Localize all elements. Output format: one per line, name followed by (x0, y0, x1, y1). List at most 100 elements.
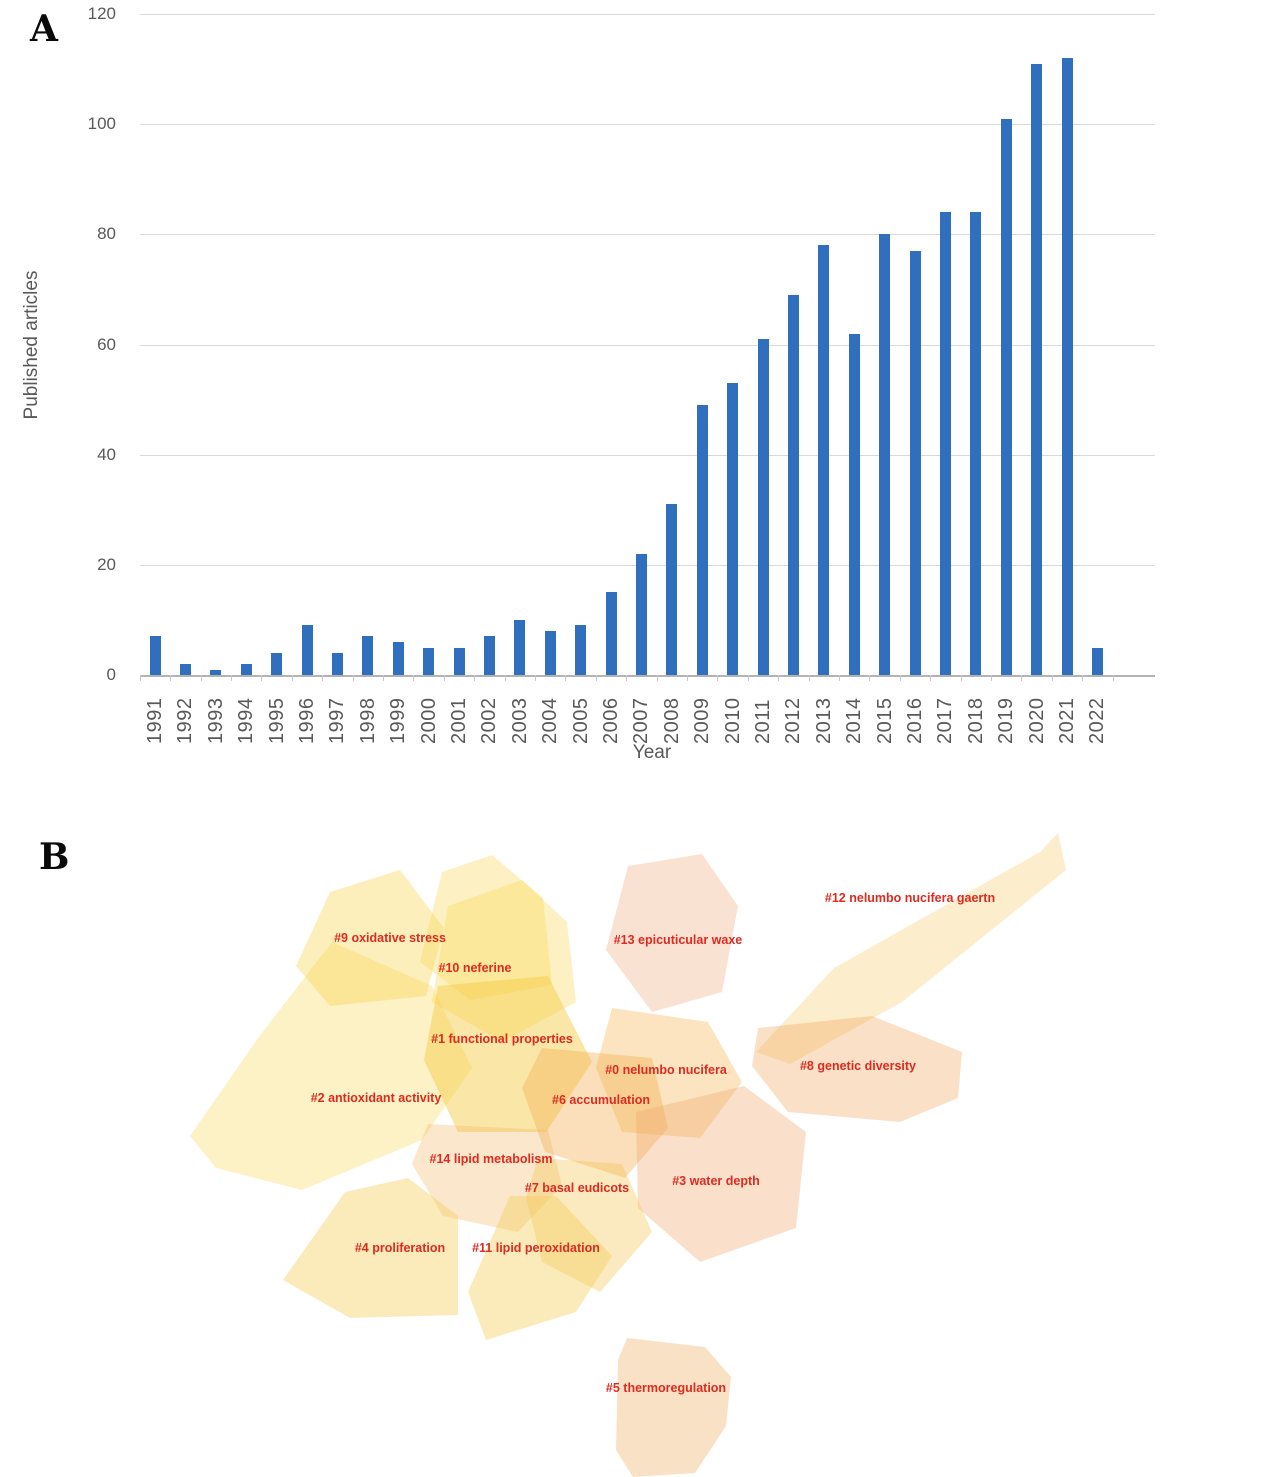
x-tick-label-1991: 1991 (144, 697, 166, 745)
gridline-100 (140, 124, 1155, 126)
x-axis-tick-mark (656, 675, 658, 681)
bar-2002 (483, 636, 495, 675)
bar-2004 (544, 630, 556, 675)
x-tick-label-1996: 1996 (296, 697, 318, 745)
x-axis-tick-mark (322, 675, 324, 681)
x-tick-label-2004: 2004 (539, 697, 562, 745)
x-axis-tick-mark (565, 675, 567, 681)
x-tick-label-2010: 2010 (721, 697, 744, 745)
bar-1999 (392, 642, 404, 676)
x-tick-label-1992: 1992 (174, 697, 197, 745)
x-tick-label-2013: 2013 (812, 697, 835, 745)
cluster-label-5-thermoregulation: #5 thermoregulation (606, 1381, 726, 1395)
y-tick-label-20: 20 (97, 554, 116, 574)
x-axis-tick-mark (443, 675, 445, 681)
x-axis-tick-mark (261, 675, 263, 681)
x-axis-tick-mark (626, 675, 628, 681)
bar-2006 (605, 592, 617, 675)
x-axis-tick-mark (1051, 675, 1053, 681)
published-articles-bar-chart: 0 20 40 60 80 100 120 1991 1992 1993 1994 1995 1996 1… (87, 4, 1155, 745)
gridline-80 (140, 234, 1155, 236)
x-tick-label-2019: 2019 (995, 697, 1018, 745)
bar-2001 (453, 647, 465, 675)
x-tick-label-1993: 1993 (204, 697, 227, 745)
bar-1993 (210, 669, 222, 675)
bar-2019 (1000, 118, 1012, 675)
area-9-oxidative-stress (296, 870, 444, 1006)
area-7-basal-eudicots (526, 1158, 652, 1292)
x-axis-tick-mark (413, 675, 415, 681)
x-axis-tick-mark (383, 675, 384, 681)
bar-2014 (848, 333, 860, 675)
gridline-0 (140, 675, 1155, 677)
cluster-label-12-nelumbo-nucifera-gaertn: #12 nelumbo nucifera gaertn (825, 891, 995, 905)
bar-2015 (879, 234, 891, 675)
area-12-nelumbo-nucifera-gaertn (756, 833, 1066, 1064)
x-axis-tick-mark (504, 675, 506, 681)
bar-1992 (179, 664, 191, 675)
panel-a-label: A (30, 8, 58, 50)
x-axis-tick-mark (717, 675, 719, 681)
gridline-60 (140, 344, 1155, 346)
x-tick-label-2002: 2002 (478, 697, 501, 745)
area-6-accumulation (522, 1048, 668, 1178)
x-tick-label-1998: 1998 (356, 697, 379, 745)
gridline-20 (140, 564, 1155, 566)
bar-2009 (696, 405, 708, 675)
x-axis-tick-mark (231, 675, 232, 681)
x-axis-tick-mark (747, 675, 749, 681)
area-4-proliferation (283, 1178, 458, 1318)
x-tick-label-2006: 2006 (600, 697, 622, 745)
x-tick-label-2015: 2015 (873, 697, 896, 745)
bar-2017 (939, 212, 951, 675)
cluster-label-2-antioxidant-activity: #2 antioxidant activity (311, 1091, 442, 1105)
x-axis-tick-mark (139, 675, 141, 681)
cluster-label-6-accumulation: #6 accumulation (552, 1093, 650, 1107)
x-tick-label-2022: 2022 (1086, 697, 1109, 745)
x-tick-label-2008: 2008 (660, 697, 683, 745)
cluster-label-3-water-depth: #3 water depth (672, 1174, 760, 1188)
x-axis-tick-mark (687, 675, 688, 681)
panel-b-label: B (39, 836, 70, 878)
x-tick-label-2009: 2009 (691, 697, 714, 745)
x-axis-tick-mark (1082, 675, 1084, 681)
x-axis-tick-mark (869, 675, 871, 681)
x-tick-label-1995: 1995 (265, 697, 288, 745)
bar-2011 (757, 339, 769, 675)
x-axis-tick-mark (808, 675, 810, 681)
cluster-label-1-functional-properties: #1 functional properties (431, 1032, 573, 1046)
x-axis-tick-mark (595, 675, 597, 681)
x-tick-label-2001: 2001 (448, 697, 470, 745)
bar-1997 (331, 653, 343, 675)
x-axis-tick-mark (200, 675, 202, 681)
bar-2021 (1061, 58, 1073, 675)
x-tick-label-2020: 2020 (1025, 697, 1048, 745)
x-tick-label-2016: 2016 (904, 697, 926, 745)
bar-2003 (514, 619, 526, 675)
x-tick-label-2007: 2007 (630, 697, 653, 745)
x-axis-tick-mark (899, 675, 901, 681)
bar-1994 (240, 664, 252, 675)
x-axis-tick-mark (930, 675, 932, 681)
x-axis-tick-mark (535, 675, 536, 681)
x-tick-label-1997: 1997 (326, 697, 349, 745)
x-tick-label-2021: 2021 (1056, 697, 1078, 745)
bar-2018 (970, 212, 982, 675)
cluster-label-10-neferine: #10 neferine (439, 961, 512, 975)
y-tick-label-120: 120 (87, 4, 116, 23)
y-tick-label-80: 80 (97, 224, 116, 244)
area-1-functional-properties (424, 976, 592, 1132)
x-tick-label-2017: 2017 (934, 697, 957, 745)
x-tick-label-2014: 2014 (843, 697, 866, 745)
bar-2016 (909, 250, 921, 675)
x-axis-tick-mark (474, 675, 476, 681)
x-tick-label-2012: 2012 (782, 697, 805, 745)
bar-1998 (362, 636, 374, 675)
y-tick-label-40: 40 (97, 444, 116, 464)
area-5-thermoregulation (616, 1338, 731, 1477)
gridline-120 (140, 14, 1155, 15)
cluster-map: #0 nelumbo nucifera #1 functional propert… (190, 833, 1066, 1477)
bar-2020 (1031, 63, 1043, 675)
area-9b-peak (420, 855, 552, 1000)
